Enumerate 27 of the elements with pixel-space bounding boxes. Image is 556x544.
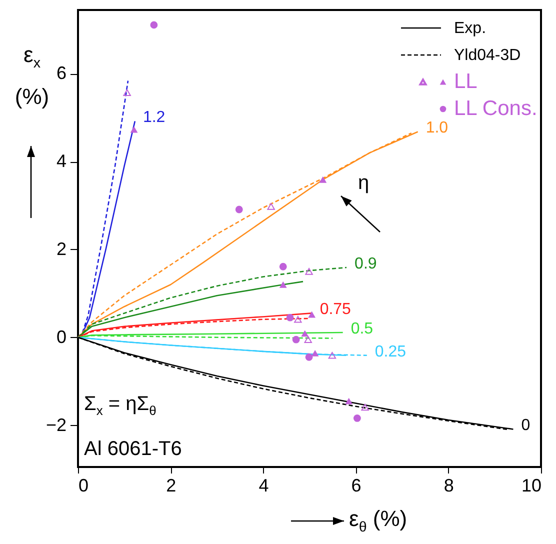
legend-label: LL <box>454 70 478 93</box>
x-tick-label: 10 <box>521 476 542 496</box>
y-tick-label: 6 <box>56 63 66 84</box>
y-axis-title: ε$_{x}$ (%) <box>14 41 50 112</box>
y-tick-label: 2 <box>56 238 66 259</box>
y-tick-label: 0 <box>56 326 66 347</box>
x-tick-label: 0 <box>78 476 89 496</box>
x-tick-label: 4 <box>258 476 269 496</box>
annotation: η <box>358 172 370 195</box>
series-label: 0 <box>521 417 530 434</box>
legend-label: Yld04-3D <box>454 47 521 64</box>
y-tick-label: −2 <box>46 414 66 435</box>
x-tick-label: 6 <box>351 476 362 496</box>
annotation: Al 6061-T6 <box>84 438 182 461</box>
annotation: Σ$_{x}$ = ηΣ$_{θ}$ <box>84 393 156 418</box>
series-label: 1.0 <box>426 120 448 137</box>
series-label: 0.5 <box>350 320 374 338</box>
legend-label: LL Cons. <box>454 97 538 120</box>
y-tick-label: 4 <box>56 151 66 172</box>
series-label: 0.75 <box>320 301 352 318</box>
series-label: 0.25 <box>374 343 406 360</box>
x-tick-label: 8 <box>444 476 454 496</box>
x-tick-label: 2 <box>166 476 176 496</box>
series-label: 1.2 <box>142 109 166 126</box>
text: 0.9 <box>354 256 377 272</box>
x-axis-title: ε$_{θ}$ (%) <box>349 506 408 536</box>
legend-label: Exp. <box>454 20 486 37</box>
